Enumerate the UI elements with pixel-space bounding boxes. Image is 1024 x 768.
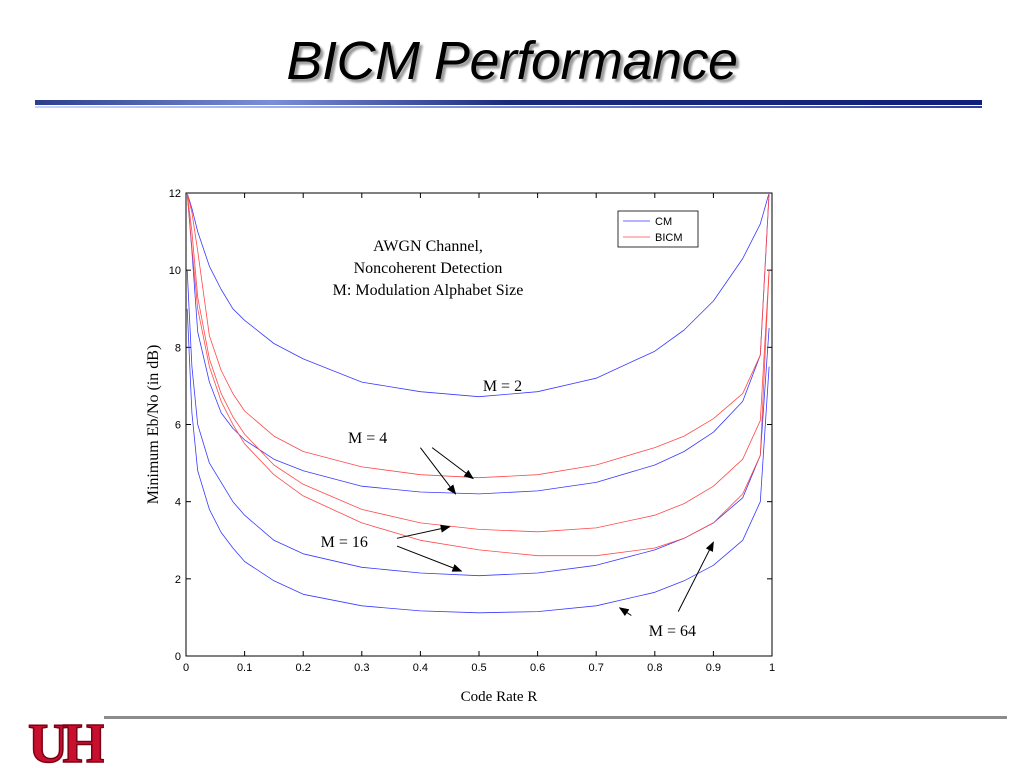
x-tick-label: 0 — [183, 662, 189, 674]
series-line-bicm-4 — [186, 192, 770, 479]
x-tick-label: 1 — [769, 662, 775, 674]
curve-label: M = 16 — [321, 534, 368, 551]
y-axis-label: Minimum Eb/No (in dB) — [145, 345, 162, 505]
footer-rule — [104, 716, 1007, 719]
annotation-arrow — [396, 545, 463, 572]
annotation-arrow — [431, 447, 474, 480]
annotation-arrow — [396, 524, 451, 539]
x-tick-label: 0.5 — [471, 662, 486, 674]
annotation-arrow — [420, 447, 457, 495]
x-tick-label: 0.2 — [296, 662, 311, 674]
series-line-cm-2 — [186, 192, 770, 398]
y-tick-label: 6 — [175, 420, 181, 432]
annotation-text: M: Modulation Alphabet Size — [333, 282, 524, 299]
series-line-cm-64 — [186, 308, 770, 614]
annotation-arrow — [618, 607, 632, 617]
logo-text: UH — [28, 713, 104, 768]
y-tick-label: 10 — [169, 265, 181, 277]
x-tick-label: 0.3 — [354, 662, 369, 674]
series-line-bicm-16 — [186, 192, 770, 533]
y-tick-label: 12 — [169, 188, 181, 200]
title-rule — [35, 100, 982, 108]
x-tick-label: 0.7 — [589, 662, 604, 674]
legend-box — [617, 210, 699, 248]
curve-label: M = 2 — [483, 378, 522, 395]
university-of-houston-uh-logo: UH — [27, 712, 104, 768]
y-tick-label: 0 — [175, 651, 181, 663]
curve-label: M = 64 — [649, 623, 696, 640]
y-tick-label: 8 — [175, 342, 181, 354]
legend-entry: CM — [655, 216, 672, 228]
annotation-arrow — [677, 541, 714, 612]
slide-title: BICM Performance — [286, 31, 738, 91]
x-tick-label: 0.4 — [413, 662, 428, 674]
annotation-text: AWGN Channel, — [373, 238, 483, 255]
plot-frame — [185, 192, 773, 657]
x-tick-label: 0.8 — [647, 662, 662, 674]
legend-entry: BICM — [655, 232, 683, 244]
curve-label: M = 4 — [348, 430, 387, 447]
x-tick-label: 0.1 — [237, 662, 252, 674]
series-line-bicm-64 — [186, 192, 770, 557]
y-tick-label: 4 — [175, 497, 181, 509]
y-tick-label: 2 — [175, 574, 181, 586]
series-line-cm-4 — [186, 192, 770, 495]
x-tick-label: 0.6 — [530, 662, 545, 674]
x-axis-label: Code Rate R — [461, 689, 538, 705]
x-tick-label: 0.9 — [706, 662, 721, 674]
annotation-text: Noncoherent Detection — [354, 260, 503, 277]
